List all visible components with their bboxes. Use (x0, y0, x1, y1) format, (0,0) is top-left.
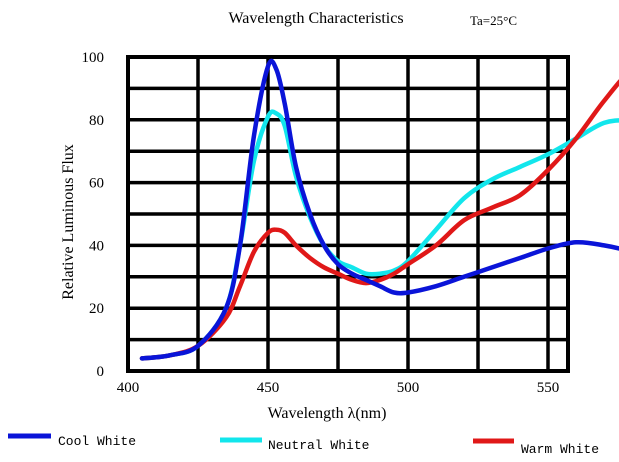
chart-title: Wavelength Characteristics (228, 10, 403, 27)
chart-subtitle: Ta=25°C (470, 13, 517, 28)
y-tick-label: 80 (89, 113, 104, 129)
y-tick-labels: 0 20 40 60 80 100 (82, 50, 105, 380)
y-axis-label: Relative Luminous Flux (60, 144, 77, 300)
x-tick-labels: 400450500550600650700 (117, 380, 560, 396)
x-tick-label: 500 (397, 380, 420, 396)
y-tick-label: 100 (82, 50, 105, 66)
x-axis-label: Wavelength λ(nm) (268, 405, 387, 422)
x-tick-label: 450 (257, 380, 280, 396)
series-lines (139, 58, 619, 361)
series-line-neutral-white (139, 109, 619, 361)
grid (126, 55, 570, 373)
y-tick-label: 60 (89, 176, 104, 192)
series-line-cool-white (139, 58, 619, 361)
y-tick-label: 40 (89, 238, 104, 254)
series-line-warm-white (139, 79, 619, 361)
x-tick-label: 400 (117, 380, 140, 396)
y-tick-label: 20 (89, 301, 104, 317)
legend-label-warm-white: Warm White (521, 442, 599, 457)
plot-border (126, 55, 570, 373)
legend-label-neutral-white: Neutral White (268, 438, 369, 453)
y-tick-label: 0 (97, 364, 105, 380)
legend: Cool White Neutral White Warm White (8, 433, 599, 457)
legend-label-cool-white: Cool White (58, 434, 136, 449)
x-tick-label: 550 (537, 380, 560, 396)
